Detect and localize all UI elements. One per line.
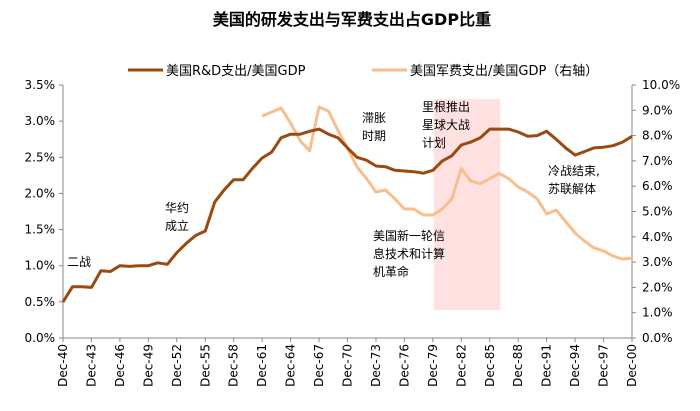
annotation-text: 里根推出 (422, 100, 470, 114)
x-tick-label: Dec-00 (625, 344, 639, 387)
x-tick-label: Dec-79 (426, 344, 440, 387)
legend-label-military: 美国军费支出/美国GDP（右轴） (410, 64, 598, 79)
x-tick-label: Dec-91 (540, 344, 554, 387)
y-left-tick-label: 2.0% (25, 186, 56, 200)
annotation-text: 滞胀 (362, 111, 386, 125)
y-right-tick-label: 9.0% (642, 103, 673, 117)
x-tick-label: Dec-64 (284, 344, 298, 387)
chart-title: 美国的研发支出与军费支出占GDP比重 (213, 10, 491, 29)
x-tick-label: Dec-85 (483, 344, 497, 387)
x-tick-label: Dec-70 (341, 344, 355, 387)
x-tick-label: Dec-82 (454, 344, 468, 387)
y-right-tick-label: 3.0% (642, 255, 673, 269)
annotation-text: 成立 (165, 218, 189, 233)
x-tick-label: Dec-97 (597, 344, 611, 387)
y-left-tick-label: 1.0% (25, 259, 56, 273)
annotation-text: 苏联解体 (548, 182, 596, 196)
y-left-tick-label: 0.0% (25, 331, 56, 345)
x-tick-label: Dec-94 (568, 344, 582, 387)
x-tick-label: Dec-73 (369, 344, 383, 387)
y-right-tick-label: 10.0% (642, 78, 680, 92)
x-tick-label: Dec-46 (113, 344, 127, 387)
annotation-text: 冷战结束, (548, 164, 600, 178)
y-left-tick-label: 3.0% (25, 114, 56, 128)
legend: 美国R&D支出/美国GDP 美国军费支出/美国GDP（右轴） (128, 64, 598, 79)
y-right-tick-label: 1.0% (642, 306, 673, 320)
annotation-text: 时期 (362, 129, 386, 143)
series-line-rd (61, 127, 633, 303)
y-right-tick-label: 0.0% (642, 331, 673, 345)
series-line-military (261, 105, 633, 261)
y-left-tick-label: 1.5% (25, 223, 56, 237)
x-tick-label: Dec-88 (511, 344, 525, 387)
y-left-tick-label: 2.5% (25, 150, 56, 164)
annotation-text: 美国新一轮信 (373, 228, 445, 243)
x-tick-label: Dec-55 (198, 344, 212, 387)
annotation-text: 华约 (165, 200, 189, 215)
annotation-text: 机革命 (373, 264, 409, 279)
legend-label-rd: 美国R&D支出/美国GDP (166, 64, 306, 79)
annotation-text: 息技术和计算 (373, 246, 445, 261)
x-tick-label: Dec-40 (56, 344, 70, 387)
x-tick-label: Dec-61 (255, 344, 269, 387)
x-tick-label: Dec-58 (227, 344, 241, 387)
y-right-tick-label: 4.0% (642, 230, 673, 244)
y-left-tick-label: 0.5% (25, 295, 56, 309)
y-right-tick-label: 8.0% (642, 129, 673, 143)
annotation-text: 计划 (422, 136, 446, 150)
y-right-tick-label: 6.0% (642, 179, 673, 193)
x-tick-label: Dec-49 (141, 344, 155, 387)
y-right-tick-label: 5.0% (642, 205, 673, 219)
y-left-tick-label: 3.5% (25, 78, 56, 92)
x-tick-label: Dec-67 (312, 344, 326, 387)
annotation-text: 二战 (67, 255, 91, 269)
annotation-text: 星球大战 (422, 118, 470, 132)
x-tick-label: Dec-52 (170, 344, 184, 387)
x-tick-label: Dec-76 (397, 344, 411, 387)
x-tick-label: Dec-43 (84, 344, 98, 387)
y-right-tick-label: 7.0% (642, 154, 673, 168)
y-right-tick-label: 2.0% (642, 280, 673, 294)
